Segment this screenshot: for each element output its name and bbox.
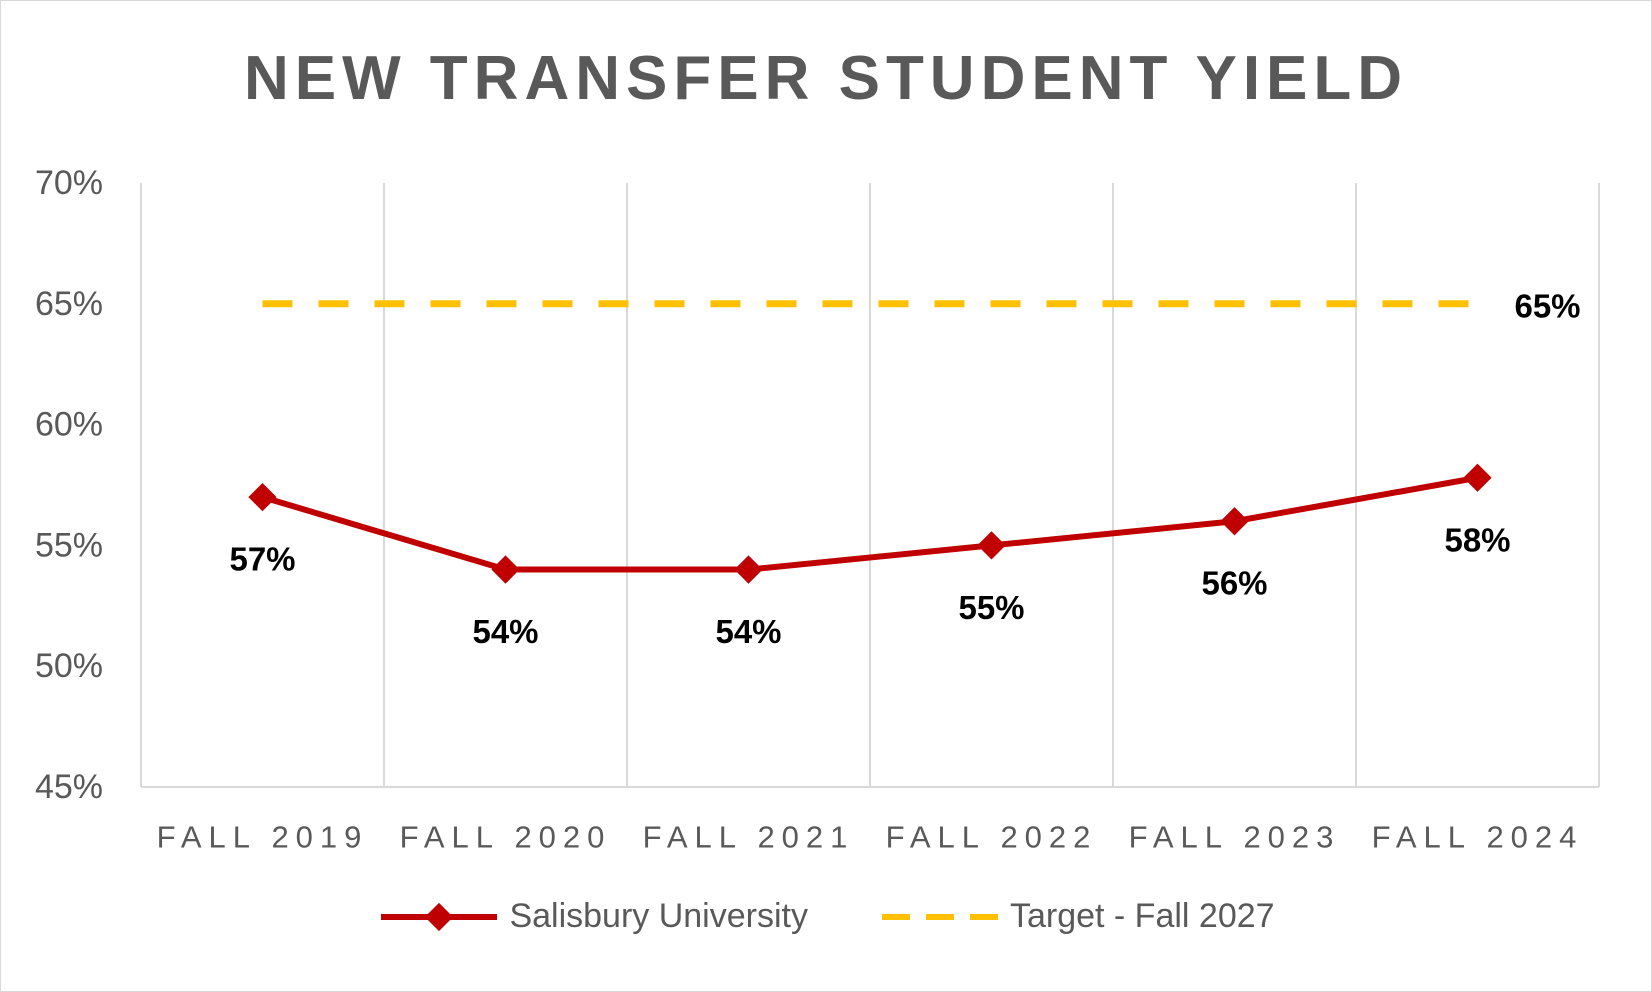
chart-title: NEW TRANSFER STUDENT YIELD — [243, 44, 1409, 113]
y-tick-label-0: 45% — [35, 768, 103, 806]
x-tick-label-0: FALL 2019 — [157, 820, 369, 855]
data-point-0[interactable] — [248, 482, 277, 512]
x-tick-label-4: FALL 2023 — [1129, 820, 1341, 855]
data-label-4: 56% — [1201, 565, 1267, 602]
data-label-3: 55% — [958, 589, 1024, 626]
legend-label-series-1: Salisbury University — [509, 897, 808, 935]
y-tick-label-2: 55% — [35, 526, 103, 564]
x-tick-label-3: FALL 2022 — [886, 820, 1098, 855]
data-label-5: 58% — [1444, 521, 1510, 558]
data-label-0: 57% — [229, 541, 295, 578]
x-tick-label-1: FALL 2020 — [400, 820, 612, 855]
legend-swatch-series-1 — [381, 902, 498, 931]
data-point-5[interactable] — [1463, 463, 1492, 492]
legend-swatch-series-2 — [881, 913, 998, 920]
y-tick-label-3: 60% — [35, 406, 103, 444]
y-tick-label-1: 50% — [35, 647, 103, 685]
data-label-1: 54% — [472, 613, 538, 650]
x-tick-label-5: FALL 2024 — [1372, 820, 1584, 855]
data-point-3[interactable] — [977, 531, 1006, 560]
data-point-1[interactable] — [491, 555, 520, 584]
data-point-2[interactable] — [734, 555, 763, 584]
target-data-label: 65% — [1514, 287, 1580, 324]
data-point-4[interactable] — [1220, 507, 1249, 536]
data-label-2: 54% — [715, 613, 781, 650]
legend: Salisbury University Target - Fall 2027 — [1, 897, 1651, 936]
legend-label-series-2: Target - Fall 2027 — [1009, 897, 1275, 935]
series-line-salisbury — [261, 474, 1479, 573]
x-tick-label-2: FALL 2021 — [643, 820, 855, 855]
legend-item-series-1[interactable]: Salisbury University — [377, 897, 808, 936]
y-tick-label-5: 70% — [35, 164, 103, 202]
legend-item-series-2[interactable]: Target - Fall 2027 — [878, 897, 1275, 936]
y-tick-label-4: 65% — [35, 285, 103, 323]
